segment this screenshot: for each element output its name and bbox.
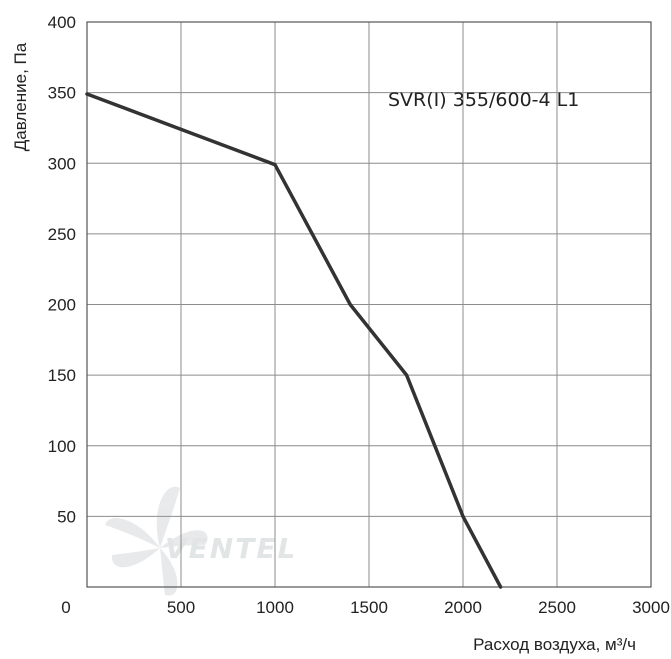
x-tick-label: 2000 (444, 598, 482, 617)
y-axis-label: Давление, Па (11, 42, 30, 151)
x-tick-label: 1000 (256, 598, 294, 617)
y-tick-label: 100 (48, 437, 76, 456)
y-tick-labels: 50 100 150 200 250 300 350 400 (48, 13, 76, 526)
y-tick-label: 200 (48, 296, 76, 315)
x-tick-label: 1500 (350, 598, 388, 617)
plot-frame (86, 21, 652, 588)
y-tick-label: 350 (48, 84, 76, 103)
watermark-brand-text: VENTEL (165, 532, 297, 565)
y-tick-label: 250 (48, 225, 76, 244)
x-tick-label: 0 (61, 598, 70, 617)
y-tick-label: 150 (48, 366, 76, 385)
fan-blades-icon (105, 486, 208, 596)
series-line (85, 92, 503, 589)
x-tick-label: 2500 (538, 598, 576, 617)
x-tick-label: 3000 (632, 598, 670, 617)
y-tick-label: 300 (48, 154, 76, 173)
x-tick-label: 500 (167, 598, 195, 617)
grid (87, 22, 651, 587)
x-axis-label: Расход воздуха, м³/ч (473, 635, 636, 654)
y-tick-label: 400 (48, 13, 76, 32)
y-tick-label: 50 (57, 507, 76, 526)
x-tick-labels: 0 500 1000 1500 2000 2500 3000 (61, 598, 670, 617)
ventel-watermark-logo: VENTEL (105, 486, 297, 596)
chart-title: SVR(I) 355/600-4 L1 (388, 89, 579, 111)
